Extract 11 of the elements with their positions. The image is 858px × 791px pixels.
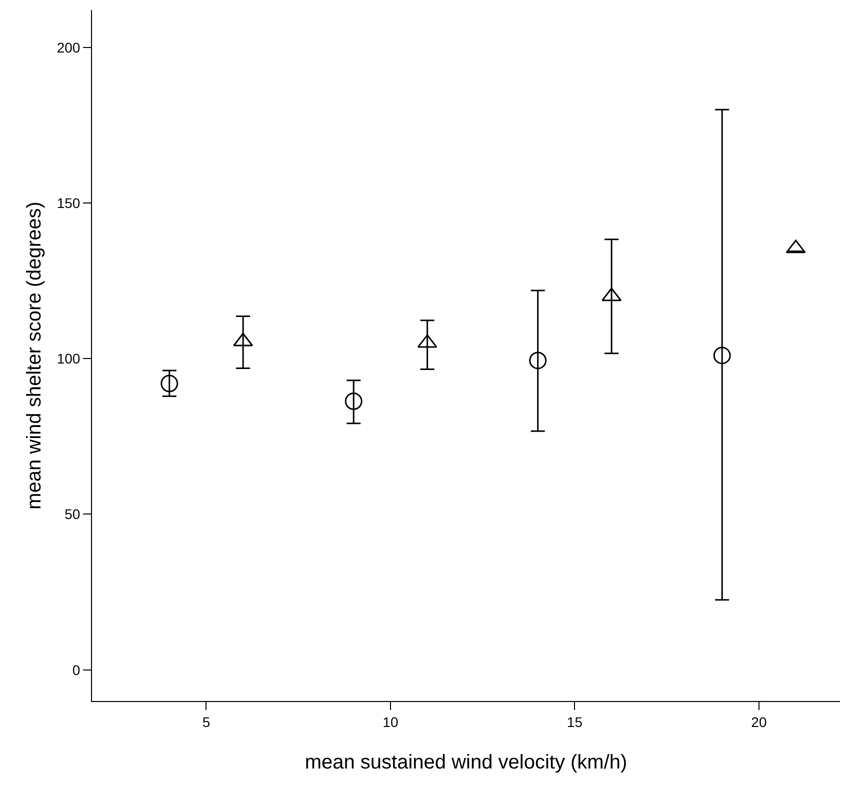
y-tick-label: 50 xyxy=(64,506,80,522)
y-tick-label: 150 xyxy=(56,194,80,211)
x-tick-label: 20 xyxy=(751,714,767,730)
y-tick-label: 200 xyxy=(56,39,80,56)
x-axis-title: mean sustained wind velocity (km/h) xyxy=(304,751,628,774)
y-tick-label: 0 xyxy=(72,662,80,678)
x-tick-label: 15 xyxy=(566,714,583,730)
x-tick-label: 5 xyxy=(202,714,210,730)
y-axis-title: mean wind shelter score (degrees) xyxy=(23,202,46,510)
x-tick-label: 10 xyxy=(382,714,398,730)
y-tick-label: 100 xyxy=(56,350,80,367)
